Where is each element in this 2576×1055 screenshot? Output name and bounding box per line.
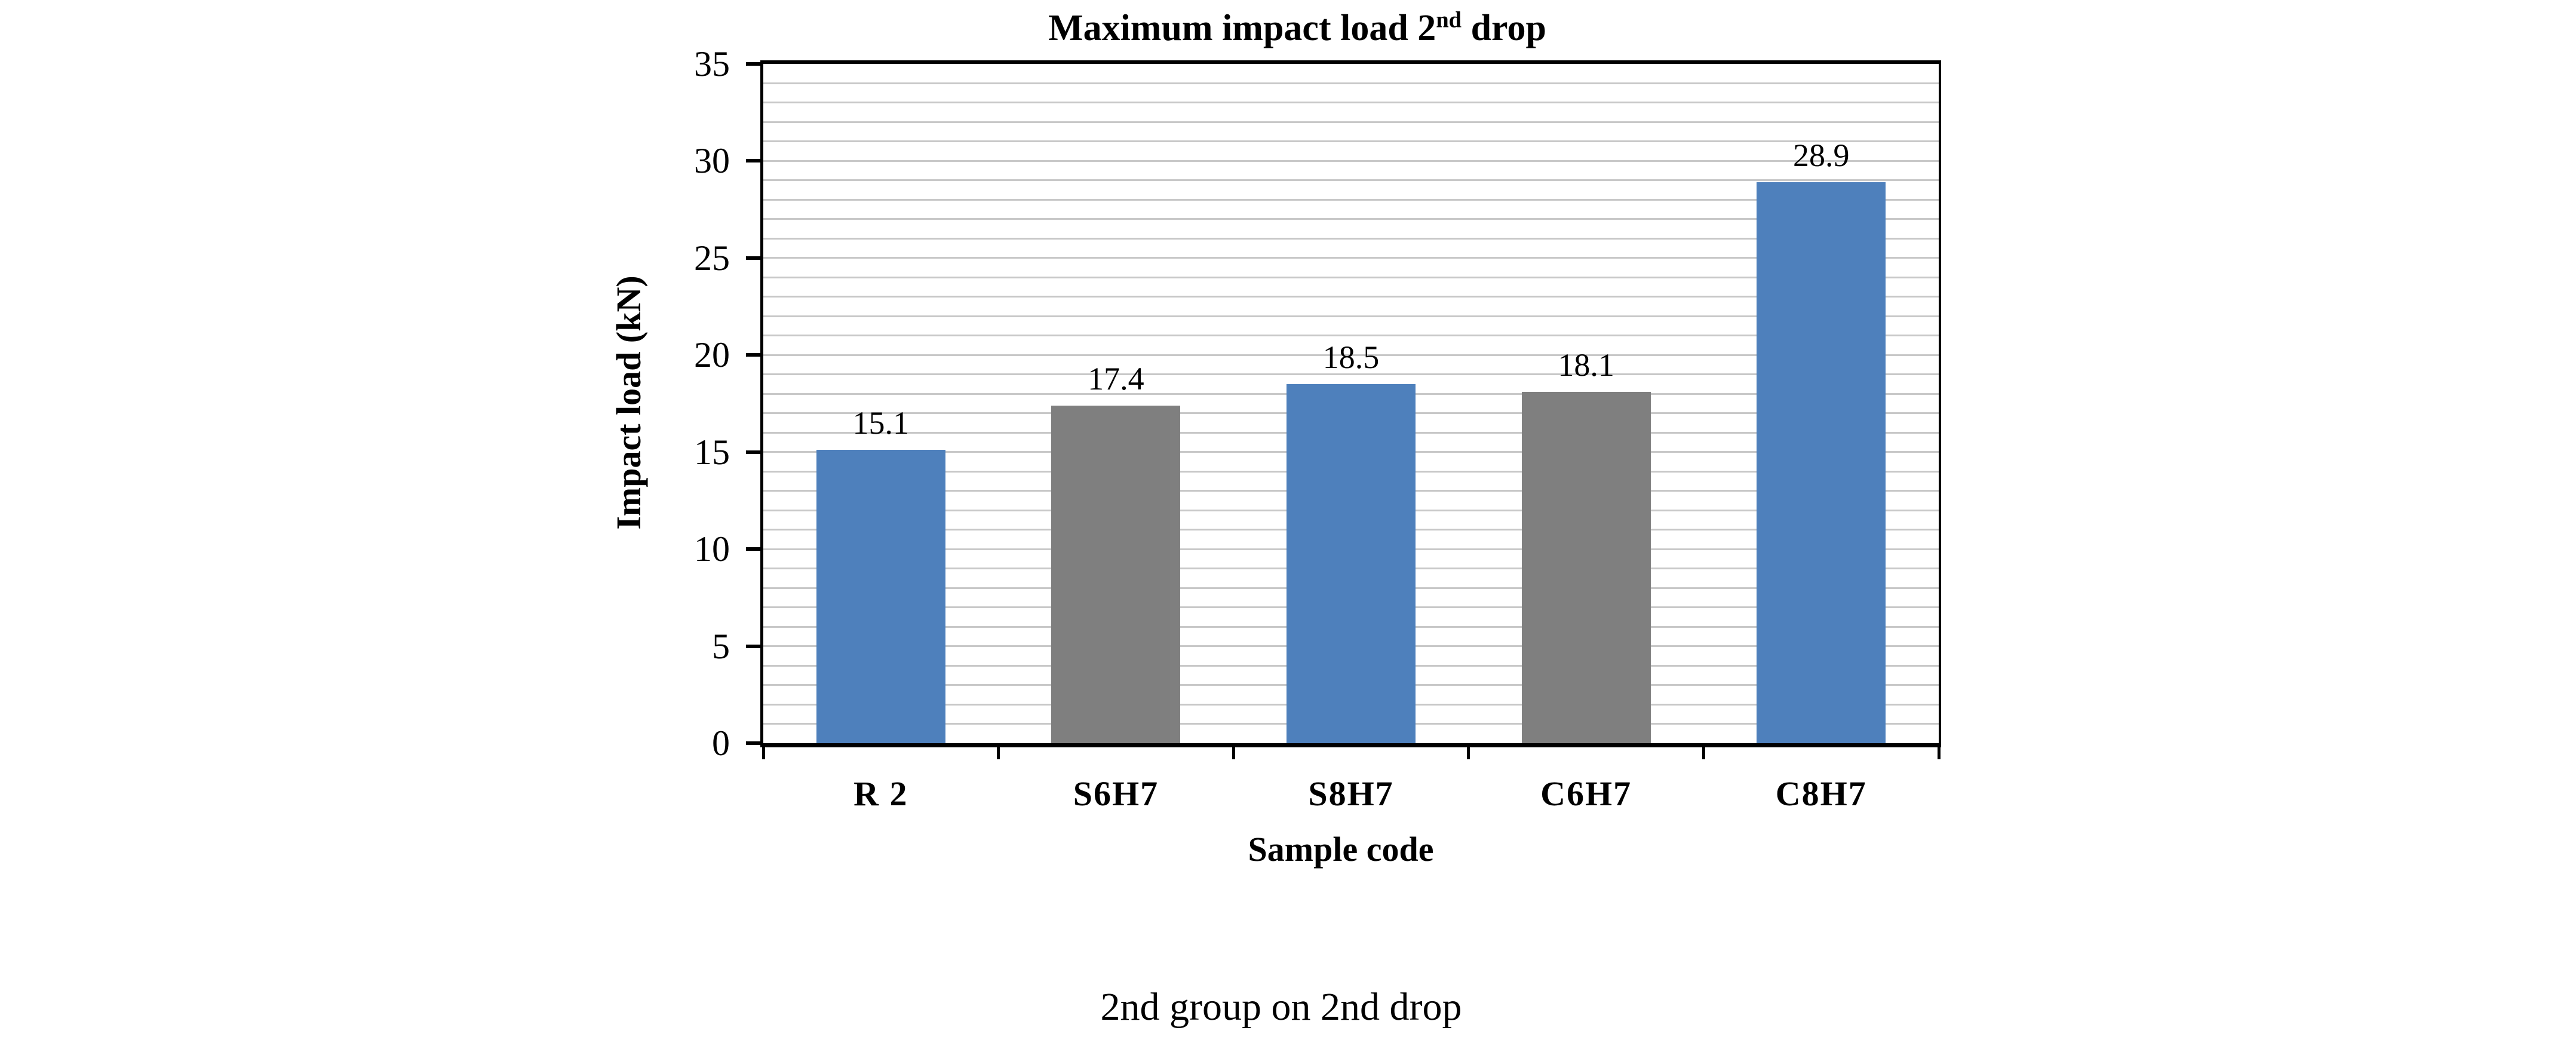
bar [1521,392,1651,743]
y-tick [746,450,760,454]
x-category-label: S8H7 [1308,774,1394,813]
minor-gridline [763,335,1939,337]
bar [816,450,945,743]
minor-gridline [763,198,1939,201]
x-axis-title: Sample code [1248,830,1434,869]
bar [1287,384,1416,743]
x-category-label: S6H7 [1073,774,1159,813]
y-tick-label: 5 [712,626,730,666]
minor-gridline [763,237,1939,240]
bar-value-label: 15.1 [852,405,910,441]
y-tick [746,547,760,551]
minor-gridline [763,276,1939,278]
y-tick-label: 25 [694,238,730,278]
minor-gridline [763,121,1939,123]
y-tick [746,741,760,745]
y-tick [746,62,760,66]
y-tick-label: 10 [694,529,730,569]
minor-gridline [763,315,1939,317]
x-category-label: C6H7 [1540,774,1632,813]
bar-value-label: 17.4 [1088,360,1144,397]
y-tick-label: 35 [694,44,730,84]
minor-gridline [763,354,1939,356]
x-tick [997,745,1000,759]
minor-gridline [763,218,1939,220]
y-tick-label: 30 [694,141,730,181]
x-category-label: R 2 [853,774,908,813]
y-tick [746,644,760,648]
y-tick [746,353,760,357]
chart-title-text-after: drop [1462,8,1546,48]
chart-title: Maximum impact load 2nd drop [640,7,1954,50]
minor-gridline [763,160,1939,162]
chart-title-superscript: nd [1436,7,1462,33]
x-tick [1702,745,1705,759]
bar [1051,405,1181,743]
chart-title-text: Maximum impact load 2 [1048,8,1436,48]
minor-gridline [763,257,1939,259]
minor-gridline [763,296,1939,298]
bar-value-label: 18.5 [1322,339,1380,376]
y-tick-label: 20 [694,335,730,375]
x-tick [1937,745,1941,759]
minor-gridline [763,140,1939,143]
minor-gridline [763,102,1939,104]
plot-area: 15.1 17.4 18.5 18.1 28.9 [760,60,1941,747]
y-tick [746,159,760,163]
bar-value-label: 28.9 [1792,137,1850,174]
minor-gridline [763,373,1939,376]
y-tick-label: 15 [694,432,730,472]
figure-caption: 2nd group on 2nd drop [1100,985,1462,1029]
bar-value-label: 18.1 [1558,347,1614,384]
x-tick [762,745,765,759]
bar [1757,182,1886,743]
minor-gridline [763,179,1939,182]
x-tick [1467,745,1470,759]
x-tick [1232,745,1235,759]
y-tick [746,256,760,260]
minor-gridline [763,82,1939,84]
x-category-label: C8H7 [1775,774,1867,813]
y-tick-label: 0 [712,723,730,763]
